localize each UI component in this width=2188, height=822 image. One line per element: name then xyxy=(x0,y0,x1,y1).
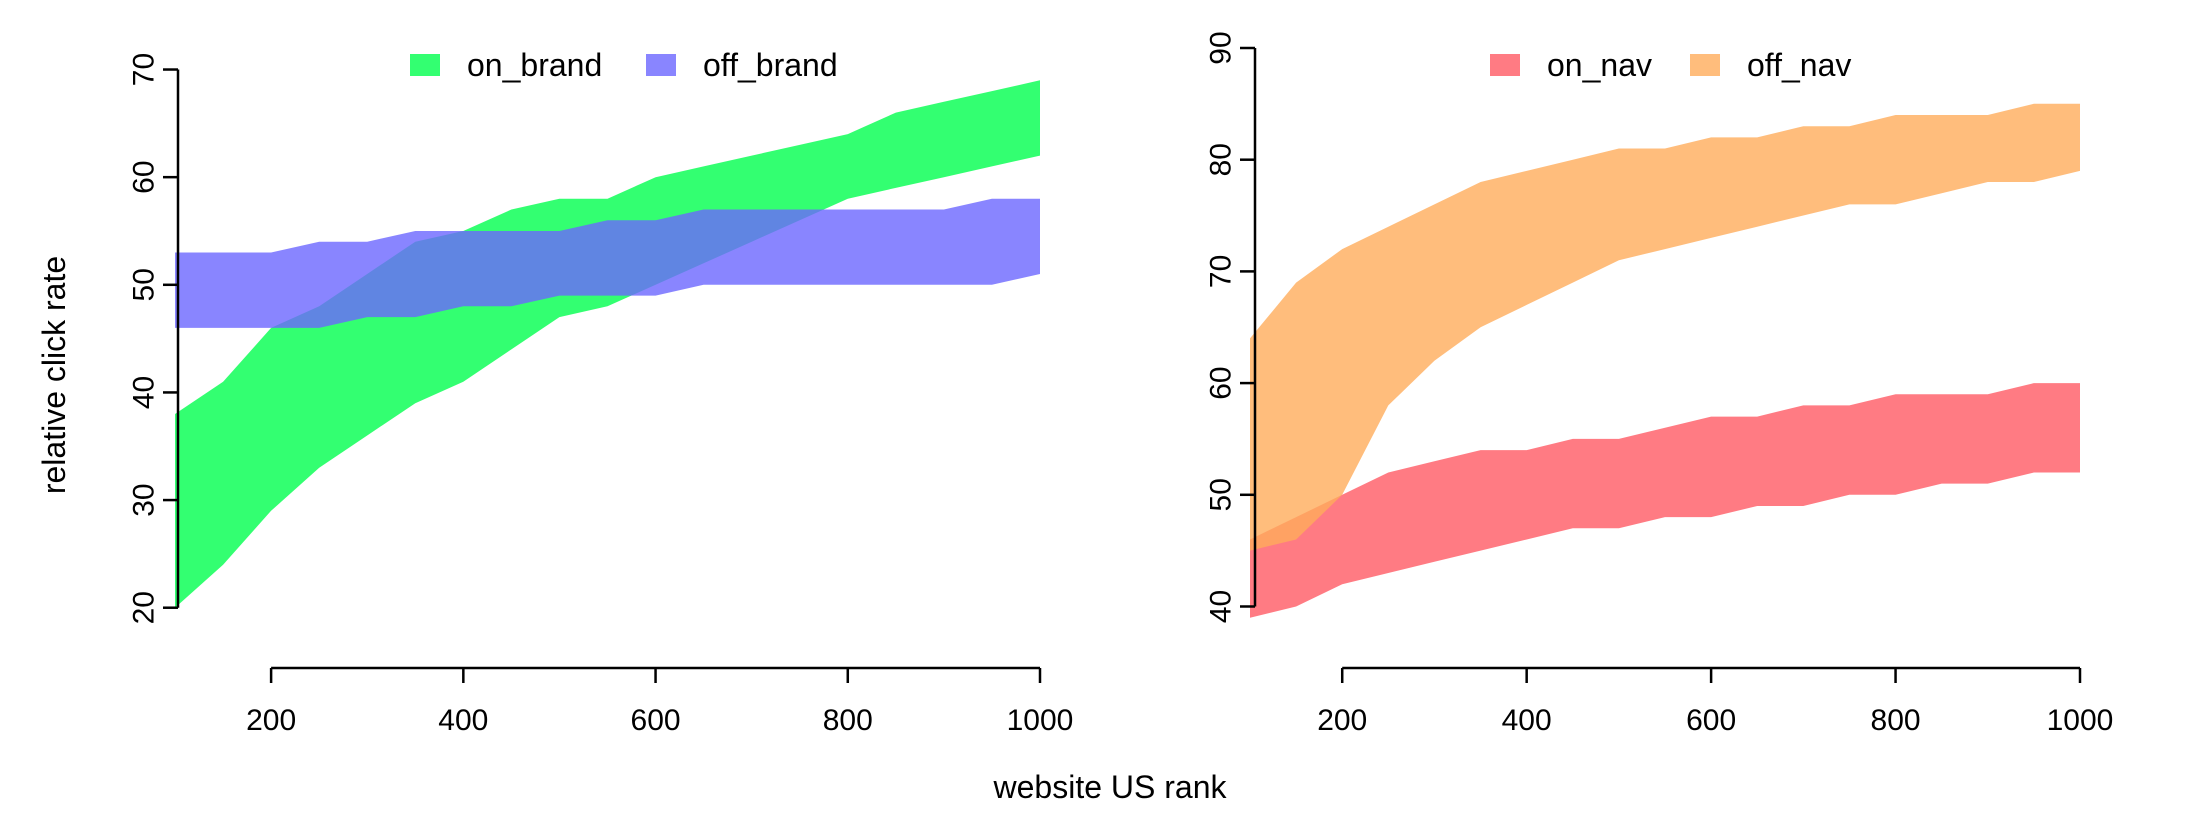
area-off_brand xyxy=(175,198,1040,328)
y-tick-label: 60 xyxy=(128,160,161,193)
y-tick-label: 70 xyxy=(1205,255,1238,288)
y-axis-ticks: 40 50 60 70 80 90 xyxy=(1205,31,1255,623)
x-axis-ticks: 200 400 600 800 1000 xyxy=(246,668,1073,737)
y-tick-label: 70 xyxy=(128,53,161,86)
x-tick-label: 800 xyxy=(823,704,873,737)
y-tick-label: 40 xyxy=(1205,590,1238,623)
x-tick-label: 200 xyxy=(1317,704,1367,737)
legend-swatch-on_nav xyxy=(1490,54,1520,76)
y-tick-label: 50 xyxy=(1205,478,1238,511)
x-axis-ticks: 200 400 600 800 1000 xyxy=(1317,668,2113,737)
y-tick-label: 20 xyxy=(128,591,161,624)
legend: on_brand off_brand xyxy=(410,47,838,83)
y-tick-label: 90 xyxy=(1205,31,1238,64)
x-axis-title: website US rank xyxy=(993,769,1228,805)
area-off_nav xyxy=(1250,103,2080,551)
panel-brand: 20 30 40 50 60 70 200 400 600 800 1000 on_brand of… xyxy=(128,47,1074,737)
y-axis-ticks: 20 30 40 50 60 70 xyxy=(128,53,178,624)
area-layer xyxy=(1250,103,2080,618)
y-tick-label: 80 xyxy=(1205,143,1238,176)
x-tick-label: 1000 xyxy=(1007,704,1074,737)
legend-swatch-off_nav xyxy=(1690,54,1720,76)
x-tick-label: 600 xyxy=(1686,704,1736,737)
x-tick-label: 1000 xyxy=(2047,704,2114,737)
legend: on_nav off_nav xyxy=(1490,47,1851,83)
x-tick-label: 600 xyxy=(631,704,681,737)
legend-label-off_nav: off_nav xyxy=(1747,47,1851,83)
x-tick-label: 200 xyxy=(246,704,296,737)
y-tick-label: 50 xyxy=(128,268,161,301)
area-layer xyxy=(175,80,1040,608)
area-on_brand xyxy=(175,80,1040,608)
legend-swatch-on_brand xyxy=(410,54,440,76)
y-tick-label: 60 xyxy=(1205,366,1238,399)
legend-label-off_brand: off_brand xyxy=(703,47,838,83)
legend-label-on_brand: on_brand xyxy=(467,47,602,83)
legend-swatch-off_brand xyxy=(646,54,676,76)
panel-nav: 40 50 60 70 80 90 200 400 600 800 1000 on_nav off_… xyxy=(1205,31,2114,737)
y-tick-label: 40 xyxy=(128,376,161,409)
area-on_nav xyxy=(1250,383,2080,618)
x-tick-label: 400 xyxy=(1502,704,1552,737)
x-tick-label: 800 xyxy=(1871,704,1921,737)
y-axis-title: relative click rate xyxy=(36,256,72,494)
legend-label-on_nav: on_nav xyxy=(1547,47,1652,83)
x-tick-label: 400 xyxy=(438,704,488,737)
y-tick-label: 30 xyxy=(128,483,161,516)
